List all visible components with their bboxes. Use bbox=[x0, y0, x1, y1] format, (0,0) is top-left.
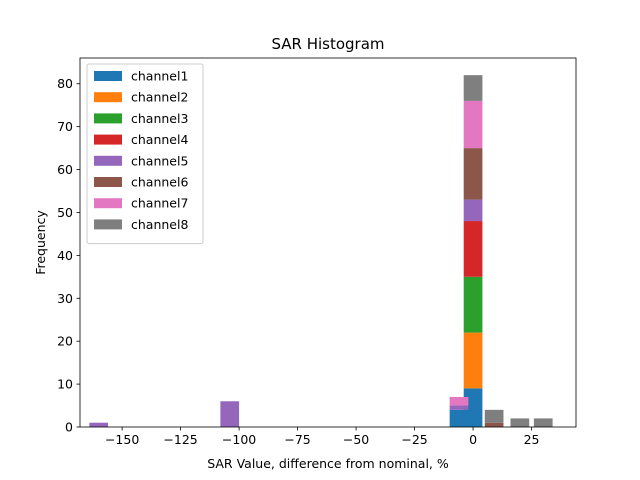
legend-swatch-channel3 bbox=[94, 113, 122, 124]
x-tick-label: −75 bbox=[284, 432, 310, 447]
y-tick-label: 20 bbox=[57, 334, 73, 349]
legend-label-channel8: channel8 bbox=[131, 217, 188, 232]
bar-channel8-3 bbox=[533, 418, 553, 427]
legend-swatch-channel1 bbox=[94, 71, 122, 81]
bar-channel8-0 bbox=[463, 75, 483, 101]
legend-label-channel4: channel4 bbox=[131, 132, 188, 147]
bar-channel4-0 bbox=[463, 221, 483, 277]
legend-label-channel2: channel2 bbox=[131, 90, 188, 105]
bar-channel2-0 bbox=[463, 332, 483, 389]
legend-label-channel1: channel1 bbox=[131, 69, 188, 84]
y-axis-ticks: 0 10 20 30 40 50 60 70 80 bbox=[57, 76, 80, 435]
legend-swatch-channel6 bbox=[94, 177, 122, 187]
bar-channel3-0 bbox=[463, 276, 483, 333]
bar-channel6-1 bbox=[484, 422, 504, 427]
y-tick-label: 0 bbox=[65, 420, 73, 435]
y-tick-label: 80 bbox=[57, 76, 73, 91]
x-tick-label: −25 bbox=[401, 432, 427, 447]
x-tick-label: 25 bbox=[524, 432, 540, 447]
x-tick-label: −100 bbox=[222, 432, 256, 447]
bar-channel8-1 bbox=[484, 409, 504, 423]
y-tick-label: 30 bbox=[57, 291, 73, 306]
legend-label-channel3: channel3 bbox=[131, 111, 188, 126]
legend: channel1 channel2 channel3 channel4 channel5… bbox=[86, 63, 204, 245]
x-axis-label: SAR Value, difference from nominal, % bbox=[207, 456, 449, 471]
bar-channel7-1 bbox=[463, 100, 483, 149]
legend-label-channel6: channel6 bbox=[131, 175, 188, 190]
bar-channel5-3 bbox=[463, 199, 483, 222]
bar-channel5-1 bbox=[220, 401, 240, 427]
y-tick-label: 40 bbox=[57, 248, 73, 263]
bar-channel6-0 bbox=[463, 148, 483, 200]
x-tick-label: −150 bbox=[105, 432, 139, 447]
legend-swatch-channel7 bbox=[94, 198, 122, 209]
bar-channel7-0 bbox=[449, 396, 469, 406]
y-tick-label: 10 bbox=[57, 377, 73, 392]
x-tick-label: −125 bbox=[163, 432, 197, 447]
x-axis-ticks: −150 −125 −100 −75 −50 −25 0 25 bbox=[105, 427, 540, 447]
y-axis-label: Frequency bbox=[33, 210, 48, 275]
legend-swatch-channel2 bbox=[94, 92, 122, 103]
bar-channel5-0 bbox=[89, 422, 109, 427]
x-tick-label: −50 bbox=[343, 432, 369, 447]
bars-group bbox=[89, 75, 553, 427]
bar-channel1-1 bbox=[463, 388, 483, 427]
bar-channel5-2 bbox=[449, 405, 469, 410]
y-tick-label: 60 bbox=[57, 162, 73, 177]
legend-swatch-channel4 bbox=[94, 134, 122, 145]
legend-label-channel5: channel5 bbox=[131, 153, 188, 168]
bar-channel8-2 bbox=[510, 418, 530, 427]
y-tick-label: 70 bbox=[57, 119, 73, 134]
chart-title: SAR Histogram bbox=[271, 35, 384, 53]
legend-swatch-channel8 bbox=[94, 219, 122, 230]
legend-swatch-channel5 bbox=[94, 155, 122, 166]
x-tick-label: 0 bbox=[469, 432, 477, 447]
plot-frame bbox=[79, 57, 577, 428]
legend-label-channel7: channel7 bbox=[131, 196, 188, 211]
y-tick-label: 50 bbox=[57, 205, 73, 220]
